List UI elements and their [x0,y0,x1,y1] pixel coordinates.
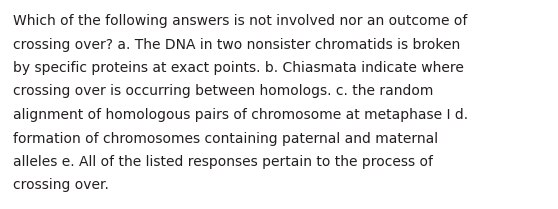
Text: crossing over is occurring between homologs. c. the random: crossing over is occurring between homol… [13,84,434,98]
Text: Which of the following answers is not involved nor an outcome of: Which of the following answers is not in… [13,14,468,28]
Text: by specific proteins at exact points. b. Chiasmata indicate where: by specific proteins at exact points. b.… [13,61,464,75]
Text: alleles e. All of the listed responses pertain to the process of: alleles e. All of the listed responses p… [13,155,433,169]
Text: formation of chromosomes containing paternal and maternal: formation of chromosomes containing pate… [13,131,438,145]
Text: alignment of homologous pairs of chromosome at metaphase I d.: alignment of homologous pairs of chromos… [13,108,468,122]
Text: crossing over.: crossing over. [13,178,109,192]
Text: crossing over? a. The DNA in two nonsister chromatids is broken: crossing over? a. The DNA in two nonsist… [13,37,460,51]
